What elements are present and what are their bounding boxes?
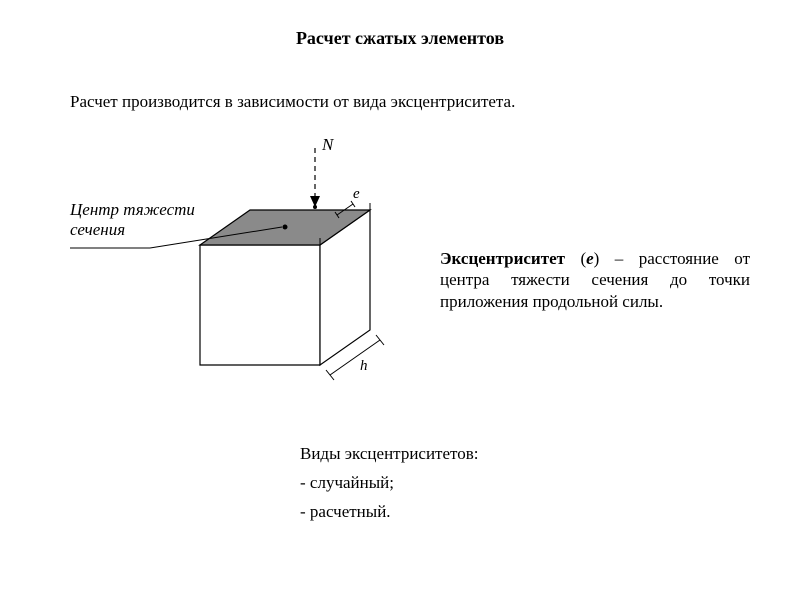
cube-front-face bbox=[200, 245, 320, 365]
types-heading: Виды эксцентриситетов: bbox=[300, 440, 478, 469]
types-item-1: - случайный; bbox=[300, 469, 478, 498]
types-item-2: - расчетный. bbox=[300, 498, 478, 527]
types-block: Виды эксцентриситетов: - случайный; - ра… bbox=[300, 440, 478, 527]
page-title: Расчет сжатых элементов bbox=[0, 28, 800, 49]
definition-text: Эксцентриситет (e) – расстояние от центр… bbox=[440, 248, 750, 312]
h-tick-2 bbox=[376, 335, 384, 345]
centroid-dot bbox=[283, 225, 288, 230]
intro-text: Расчет производится в зависимости от вид… bbox=[70, 92, 515, 112]
definition-symbol: e bbox=[586, 249, 594, 268]
cube-diagram: e N h bbox=[60, 130, 420, 410]
definition-term: Эксцентриситет bbox=[440, 249, 565, 268]
n-arrowhead bbox=[310, 196, 320, 207]
h-tick-1 bbox=[326, 370, 334, 380]
cube-svg: e N h bbox=[60, 130, 420, 410]
h-label: h bbox=[360, 358, 368, 374]
e-label: e bbox=[353, 186, 360, 202]
n-label: N bbox=[321, 135, 335, 154]
page: Расчет сжатых элементов Расчет производи… bbox=[0, 0, 800, 600]
